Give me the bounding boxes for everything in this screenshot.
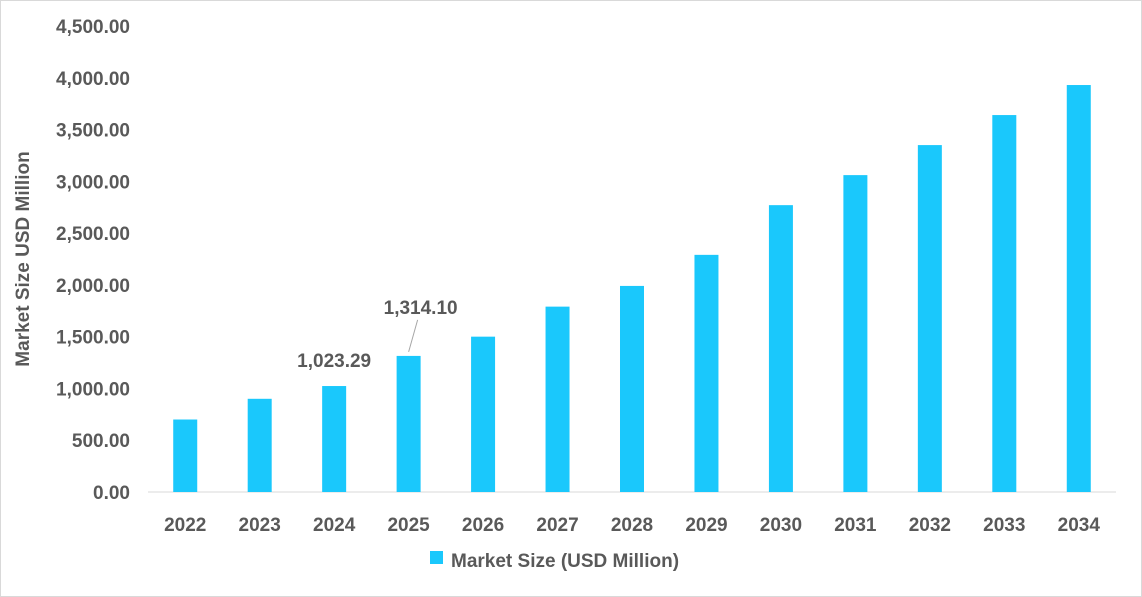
y-tick-label: 2,000.00 bbox=[56, 276, 130, 297]
y-tick-label: 3,500.00 bbox=[56, 121, 130, 142]
data-label: 1,314.10 bbox=[384, 298, 458, 319]
bar-2030 bbox=[768, 205, 793, 492]
bar-2034 bbox=[1066, 85, 1091, 492]
y-tick-label: 4,000.00 bbox=[56, 69, 130, 90]
data-label: 1,023.29 bbox=[297, 351, 371, 372]
x-tick-label: 2025 bbox=[387, 515, 430, 536]
y-tick-label: 4,500.00 bbox=[56, 17, 130, 38]
bar-2025 bbox=[396, 355, 421, 492]
bar-2024 bbox=[322, 386, 347, 492]
y-tick-label: 0.00 bbox=[93, 483, 130, 504]
x-tick-label: 2032 bbox=[909, 515, 951, 536]
x-tick-label: 2028 bbox=[611, 515, 653, 536]
bar-2033 bbox=[992, 115, 1017, 493]
y-axis-title: Market Size USD Million bbox=[13, 151, 34, 366]
legend-label: Market Size (USD Million) bbox=[451, 551, 679, 572]
x-tick-label: 2024 bbox=[313, 515, 356, 536]
bar-2022 bbox=[173, 419, 198, 492]
x-tick-label: 2023 bbox=[239, 515, 281, 536]
x-tick-label: 2031 bbox=[834, 515, 877, 536]
bar-2029 bbox=[694, 254, 719, 492]
x-tick-label: 2026 bbox=[462, 515, 504, 536]
x-tick-label: 2033 bbox=[983, 515, 1025, 536]
y-tick-label: 3,000.00 bbox=[56, 172, 130, 193]
x-tick-label: 2034 bbox=[1058, 515, 1101, 536]
annotation-leader-line bbox=[408, 319, 419, 353]
bar-2027 bbox=[545, 306, 570, 492]
y-tick-label: 500.00 bbox=[72, 431, 130, 452]
legend-swatch bbox=[430, 551, 443, 564]
bar-2028 bbox=[620, 285, 644, 492]
bar-2032 bbox=[917, 145, 942, 493]
bar-2023 bbox=[247, 398, 272, 492]
x-tick-label: 2029 bbox=[685, 515, 727, 536]
bar-2031 bbox=[843, 175, 868, 492]
x-tick-label: 2027 bbox=[536, 515, 578, 536]
y-tick-label: 1,500.00 bbox=[56, 328, 130, 349]
x-tick-label: 2022 bbox=[164, 515, 206, 536]
x-tick-label: 2030 bbox=[760, 515, 802, 536]
y-tick-label: 2,500.00 bbox=[56, 224, 130, 245]
bar-2026 bbox=[471, 336, 496, 492]
y-tick-label: 1,000.00 bbox=[56, 379, 130, 400]
